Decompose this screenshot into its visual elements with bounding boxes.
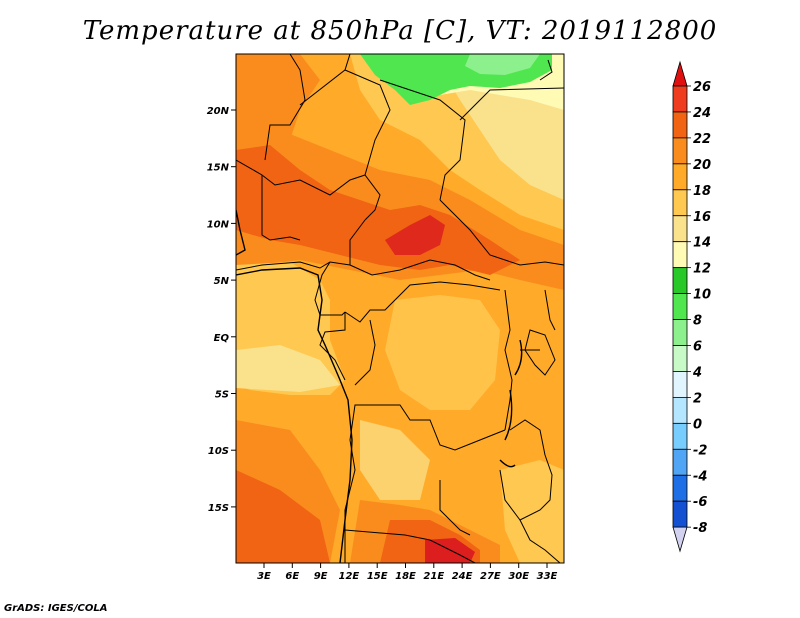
colorbar-label: 16 (693, 210, 711, 225)
lat-tick-label: EQ (214, 333, 230, 344)
colorbar-swatch (672, 111, 688, 139)
colorbar-swatch (672, 267, 688, 294)
colorbar-swatch (672, 396, 688, 424)
colorbar-label: -8 (693, 521, 707, 536)
colorbar-swatch (672, 189, 688, 217)
lon-tick-label: 6E (285, 571, 299, 582)
lon-tick-label: 30E (508, 571, 529, 582)
lon-tick-label: 9E (314, 571, 328, 582)
colorbar-label: -6 (693, 495, 707, 510)
colorbar-swatch (672, 293, 688, 320)
colorbar-swatch (672, 448, 688, 476)
lat-tick-label: 20N (207, 106, 230, 117)
latitude-axis: 20N 15N 10N 5N EQ 5S 10S 15S (207, 106, 236, 514)
colorbar-swatch (672, 163, 688, 191)
lat-tick-label: 15S (208, 503, 229, 514)
lon-tick-label: 21E (423, 571, 444, 582)
map-title: Temperature at 850hPa [C], VT: 201911280… (82, 16, 718, 46)
lon-tick-label: 18E (395, 571, 416, 582)
colorbar-label: -2 (693, 443, 707, 458)
colorbar-swatch (672, 215, 688, 243)
colorbar-swatch (672, 474, 688, 502)
colorbar-label: 14 (693, 236, 711, 251)
colorbar-top-arrow (672, 60, 688, 87)
lat-tick-label: 5N (214, 276, 230, 287)
lat-tick-label: 10N (207, 219, 230, 230)
colorbar-label: 26 (693, 80, 711, 95)
colorbar-label: 12 (693, 262, 711, 277)
colorbar-swatch (672, 241, 688, 269)
colorbar-label: 0 (693, 417, 702, 432)
colorbar-swatch (672, 345, 688, 372)
colorbar-label: -4 (693, 469, 707, 484)
colorbar-swatch (672, 500, 688, 528)
lat-tick-label: 5S (215, 390, 229, 401)
coastline (236, 59, 553, 563)
colorbar-label: 4 (692, 365, 702, 380)
colorbar-label: 6 (693, 340, 702, 355)
colorbar-swatch (672, 85, 688, 113)
colorbar-label: 2 (693, 391, 702, 406)
colorbar-label: 24 (693, 106, 711, 121)
colorbar-swatch (672, 319, 688, 346)
colorbar-label: 20 (693, 158, 711, 173)
lon-tick-label: 24E (452, 571, 473, 582)
country-borders (236, 54, 564, 563)
lon-tick-label: 15E (367, 571, 388, 582)
colorbar-swatch (672, 422, 688, 450)
lon-tick-label: 27E (480, 571, 501, 582)
longitude-axis: 3E 6E 9E 12E 15E 18E 21E 24E 27E 30E 33E (257, 563, 558, 582)
colorbar-bottom-arrow (672, 526, 688, 553)
lat-tick-label: 10S (208, 446, 229, 457)
lon-tick-label: 33E (537, 571, 558, 582)
map-frame (235, 53, 565, 564)
lat-tick-label: 15N (207, 163, 230, 174)
colorbar-label: 8 (693, 314, 702, 329)
lon-tick-label: 3E (257, 571, 271, 582)
temperature-field (236, 54, 564, 563)
lon-tick-label: 12E (339, 571, 360, 582)
footer-credit: GrADS: IGES/COLA (4, 603, 108, 614)
colorbar-swatch (672, 137, 688, 165)
colorbar-label: 22 (693, 132, 711, 147)
colorbar-swatch (672, 371, 688, 398)
colorbar-label: 18 (693, 184, 711, 199)
colorbar-label: 10 (693, 288, 711, 303)
